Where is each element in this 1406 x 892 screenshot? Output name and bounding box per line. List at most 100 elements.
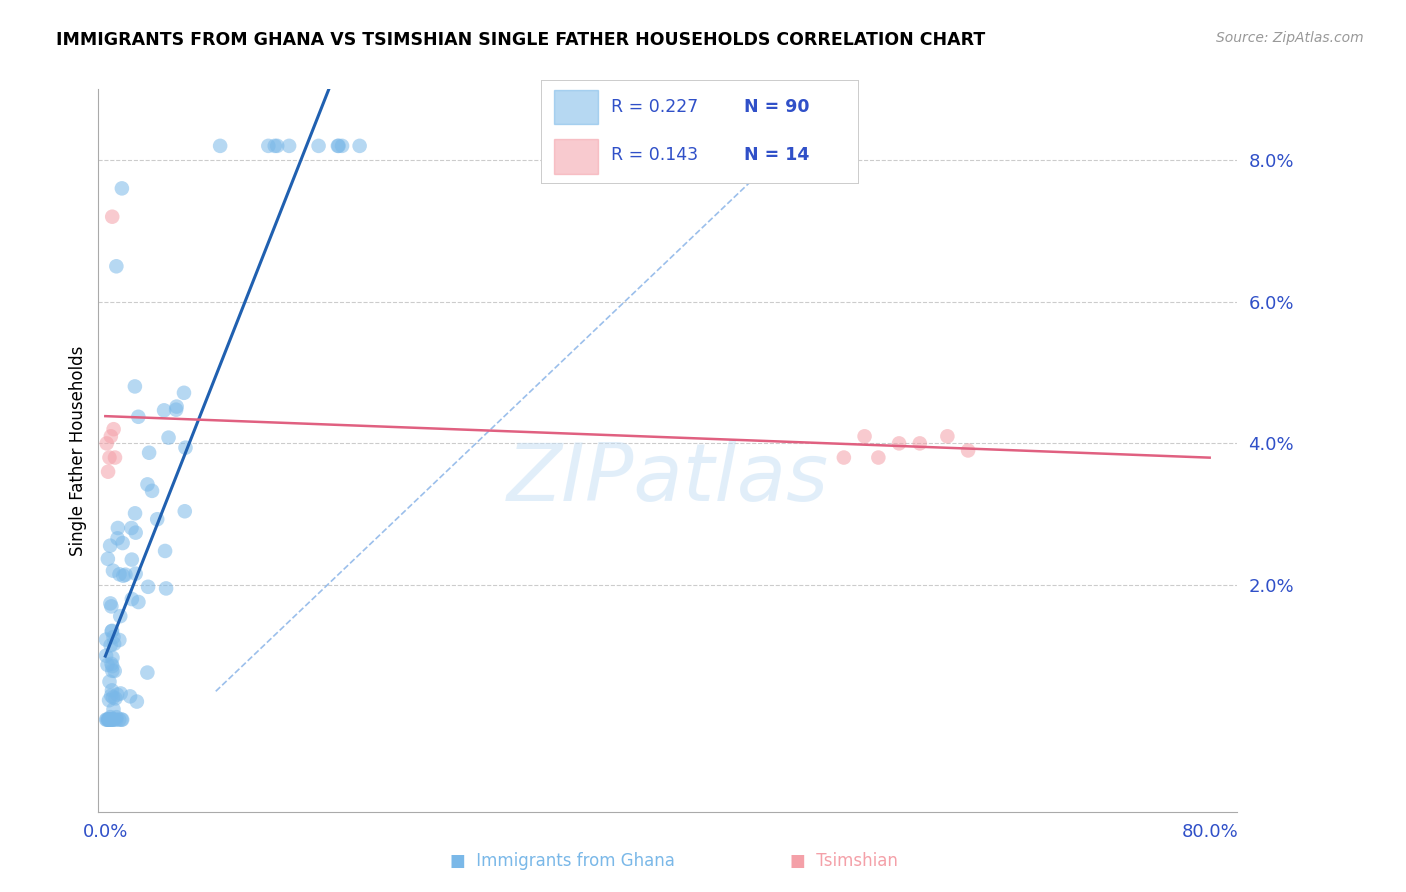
- Point: [124, 525, 146, 540]
- Point: [157, 431, 180, 445]
- Point: [100, 657, 122, 671]
- Point: [98, 596, 121, 610]
- Point: [111, 536, 134, 550]
- Text: R = 0.227: R = 0.227: [612, 98, 699, 116]
- Point: [108, 713, 131, 727]
- Point: [124, 566, 146, 581]
- Point: [96, 657, 118, 672]
- Point: [257, 139, 280, 153]
- Point: [136, 580, 159, 594]
- Point: [98, 539, 121, 553]
- Point: [100, 713, 122, 727]
- Point: [100, 429, 122, 443]
- Text: ■  Immigrants from Ghana: ■ Immigrants from Ghana: [450, 852, 675, 870]
- Point: [110, 686, 132, 700]
- Point: [209, 139, 232, 153]
- Point: [127, 595, 149, 609]
- Point: [94, 713, 117, 727]
- Point: [908, 436, 931, 450]
- Point: [110, 713, 132, 727]
- Point: [887, 436, 910, 450]
- Point: [173, 385, 195, 400]
- Point: [173, 504, 195, 518]
- Point: [155, 582, 177, 596]
- Point: [136, 477, 159, 491]
- Point: [112, 568, 135, 582]
- Point: [97, 713, 120, 727]
- Point: [146, 512, 169, 526]
- Point: [104, 450, 127, 465]
- Point: [101, 210, 124, 224]
- Point: [100, 599, 122, 614]
- Point: [101, 683, 124, 698]
- Point: [121, 521, 143, 535]
- Point: [121, 552, 143, 566]
- Point: [853, 429, 876, 443]
- Point: [103, 713, 125, 727]
- Point: [101, 624, 124, 638]
- Point: [98, 674, 121, 689]
- Point: [105, 260, 128, 274]
- Point: [138, 446, 160, 460]
- Point: [110, 609, 132, 624]
- Point: [101, 664, 124, 678]
- Point: [100, 689, 122, 703]
- Point: [97, 713, 120, 727]
- Point: [111, 181, 134, 195]
- Text: ■  Tsimshian: ■ Tsimshian: [790, 852, 897, 870]
- Point: [330, 139, 353, 153]
- Point: [153, 403, 176, 417]
- Point: [111, 713, 134, 727]
- Point: [141, 483, 163, 498]
- Point: [124, 506, 146, 520]
- Point: [101, 713, 124, 727]
- Point: [308, 139, 330, 153]
- Point: [105, 713, 128, 727]
- Text: N = 14: N = 14: [744, 146, 808, 164]
- Point: [97, 713, 120, 727]
- Point: [108, 567, 131, 582]
- Point: [120, 690, 142, 704]
- Point: [124, 379, 146, 393]
- Point: [165, 402, 187, 417]
- Point: [101, 650, 124, 665]
- Point: [104, 664, 127, 678]
- Point: [936, 429, 959, 443]
- Point: [98, 450, 121, 465]
- Text: R = 0.143: R = 0.143: [612, 146, 697, 164]
- Point: [832, 450, 855, 465]
- Point: [100, 638, 122, 652]
- Point: [100, 710, 122, 724]
- Point: [101, 690, 124, 705]
- Point: [328, 139, 350, 153]
- Point: [96, 713, 118, 727]
- Point: [105, 688, 128, 702]
- Point: [108, 632, 131, 647]
- Bar: [554, 139, 599, 174]
- Point: [103, 630, 125, 644]
- Y-axis label: Single Father Households: Single Father Households: [69, 345, 87, 556]
- Point: [326, 139, 349, 153]
- Bar: [554, 89, 599, 124]
- Point: [101, 659, 124, 673]
- Point: [125, 695, 148, 709]
- Point: [278, 139, 301, 153]
- Point: [107, 532, 129, 546]
- Point: [957, 443, 980, 458]
- Point: [868, 450, 890, 465]
- Point: [103, 637, 125, 651]
- Point: [121, 592, 143, 607]
- Point: [263, 139, 285, 153]
- Point: [101, 713, 124, 727]
- Point: [98, 693, 121, 707]
- Point: [94, 648, 117, 663]
- Point: [100, 624, 122, 639]
- Point: [136, 665, 159, 680]
- Point: [174, 441, 197, 455]
- Point: [104, 691, 127, 706]
- Point: [103, 422, 125, 436]
- Point: [166, 400, 188, 414]
- Point: [97, 552, 120, 566]
- Point: [127, 409, 149, 424]
- Point: [349, 139, 371, 153]
